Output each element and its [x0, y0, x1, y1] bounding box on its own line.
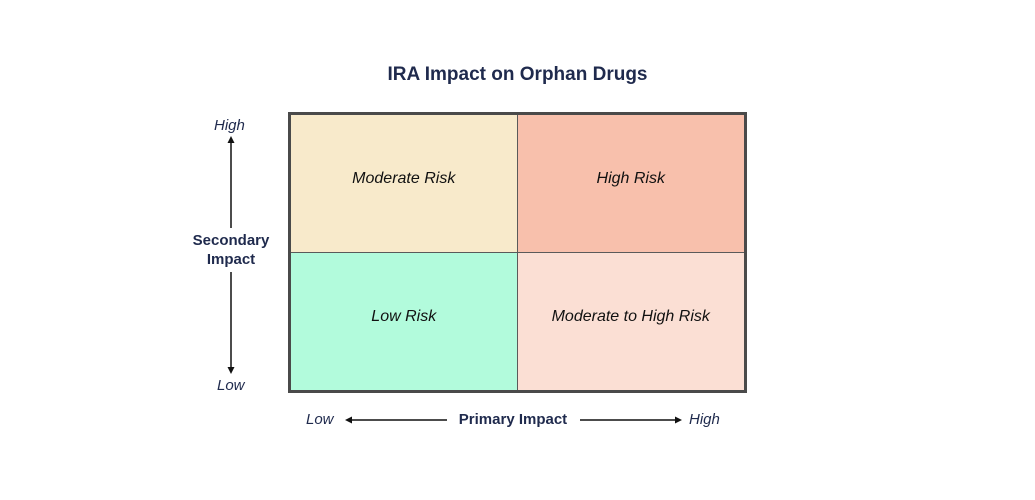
quadrant-moderate-risk: Moderate Risk	[291, 115, 518, 253]
x-axis-low-label: Low	[306, 411, 334, 428]
y-axis-title-line2: Impact	[206, 251, 256, 268]
risk-matrix: Moderate Risk High Risk Low Risk Moderat…	[288, 112, 747, 393]
quadrant-label: Moderate to High Risk	[551, 308, 710, 326]
x-axis-left-arrow-icon	[345, 416, 447, 424]
x-axis-high-label: High	[689, 411, 720, 428]
y-axis-up-arrow-icon	[227, 136, 235, 228]
y-axis-high-label: High	[214, 117, 245, 134]
quadrant-label: High Risk	[596, 170, 665, 188]
quadrant-moderate-to-high-risk: Moderate to High Risk	[517, 252, 744, 390]
quadrant-high-risk: High Risk	[517, 115, 744, 253]
quadrant-low-risk: Low Risk	[291, 252, 518, 390]
x-axis-title: Primary Impact	[458, 411, 568, 428]
y-axis-low-label: Low	[217, 377, 245, 394]
x-axis-right-arrow-icon	[580, 416, 682, 424]
y-axis-down-arrow-icon	[227, 272, 235, 374]
quadrant-label: Low Risk	[371, 308, 437, 326]
quadrant-label: Moderate Risk	[352, 170, 456, 188]
chart-title: IRA Impact on Orphan Drugs	[387, 64, 648, 85]
y-axis-title: Secondary Impact	[181, 231, 281, 269]
y-axis-title-line1: Secondary	[192, 232, 270, 249]
